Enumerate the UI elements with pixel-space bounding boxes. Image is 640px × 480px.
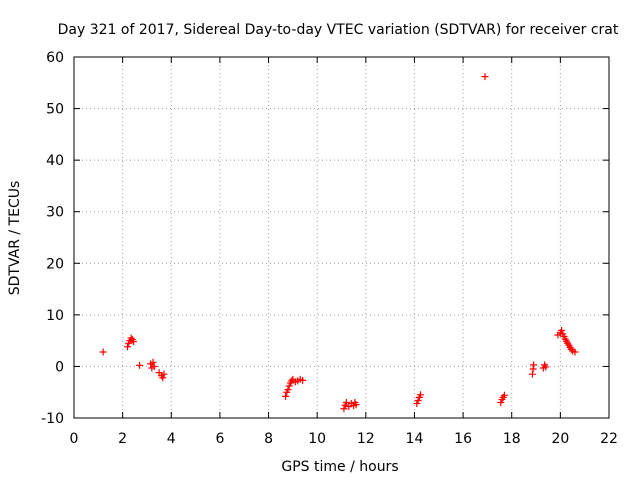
x-tick-label: 22 bbox=[600, 431, 618, 447]
x-tick-label: 2 bbox=[118, 431, 127, 447]
y-tick-label: 60 bbox=[46, 50, 64, 66]
x-tick-label: 4 bbox=[167, 431, 176, 447]
x-tick-label: 16 bbox=[454, 431, 472, 447]
data-point bbox=[352, 401, 360, 409]
chart-title: Day 321 of 2017, Sidereal Day-to-day VTE… bbox=[58, 22, 619, 38]
y-axis-label: SDTVAR / TECUs bbox=[7, 181, 23, 296]
data-point bbox=[500, 391, 508, 399]
x-tick-label: 10 bbox=[308, 431, 326, 447]
data-point bbox=[558, 326, 566, 334]
data-point bbox=[288, 377, 296, 385]
data-point bbox=[299, 376, 307, 384]
grid bbox=[74, 57, 609, 418]
data-point bbox=[481, 73, 489, 81]
tick-labels: 0 2 4 6 8 10 12 14 16 18 20 22 -10 0 10 20 30 40 50 60 bbox=[41, 50, 618, 447]
data-point bbox=[136, 361, 144, 369]
data-point bbox=[417, 391, 425, 399]
data-point bbox=[284, 386, 292, 394]
x-tick-label: 20 bbox=[551, 431, 569, 447]
data-point bbox=[567, 345, 575, 353]
data-point bbox=[160, 370, 168, 378]
data-point bbox=[414, 396, 422, 404]
y-tick-label: 20 bbox=[46, 256, 64, 272]
y-tick-label: -10 bbox=[41, 411, 64, 427]
x-axis-label: GPS time / hours bbox=[281, 459, 398, 475]
data-point bbox=[130, 338, 138, 346]
data-point bbox=[150, 362, 158, 370]
data-point bbox=[413, 400, 421, 408]
y-tick-label: 10 bbox=[46, 308, 64, 324]
x-tick-label: 14 bbox=[406, 431, 424, 447]
data-point bbox=[127, 334, 135, 342]
data-points bbox=[99, 73, 579, 413]
plot-border bbox=[73, 56, 610, 419]
data-point bbox=[530, 361, 538, 369]
data-point bbox=[528, 370, 536, 378]
y-tick-label: 0 bbox=[55, 359, 64, 375]
x-tick-label: 0 bbox=[70, 431, 79, 447]
data-point bbox=[124, 343, 131, 351]
data-point bbox=[340, 405, 348, 413]
axis-ticks bbox=[73, 56, 610, 419]
x-tick-label: 12 bbox=[357, 431, 375, 447]
y-tick-label: 30 bbox=[46, 205, 64, 221]
x-tick-label: 8 bbox=[264, 431, 273, 447]
data-point bbox=[497, 399, 505, 407]
x-tick-label: 6 bbox=[215, 431, 224, 447]
data-point bbox=[99, 348, 107, 356]
y-tick-label: 40 bbox=[46, 153, 64, 169]
y-tick-label: 50 bbox=[46, 102, 64, 118]
data-point bbox=[285, 382, 293, 390]
data-point bbox=[342, 399, 350, 407]
data-point bbox=[571, 348, 579, 356]
data-point bbox=[159, 374, 167, 382]
x-tick-label: 18 bbox=[503, 431, 521, 447]
data-point bbox=[282, 392, 290, 400]
data-point bbox=[149, 358, 157, 366]
data-point bbox=[542, 363, 550, 371]
